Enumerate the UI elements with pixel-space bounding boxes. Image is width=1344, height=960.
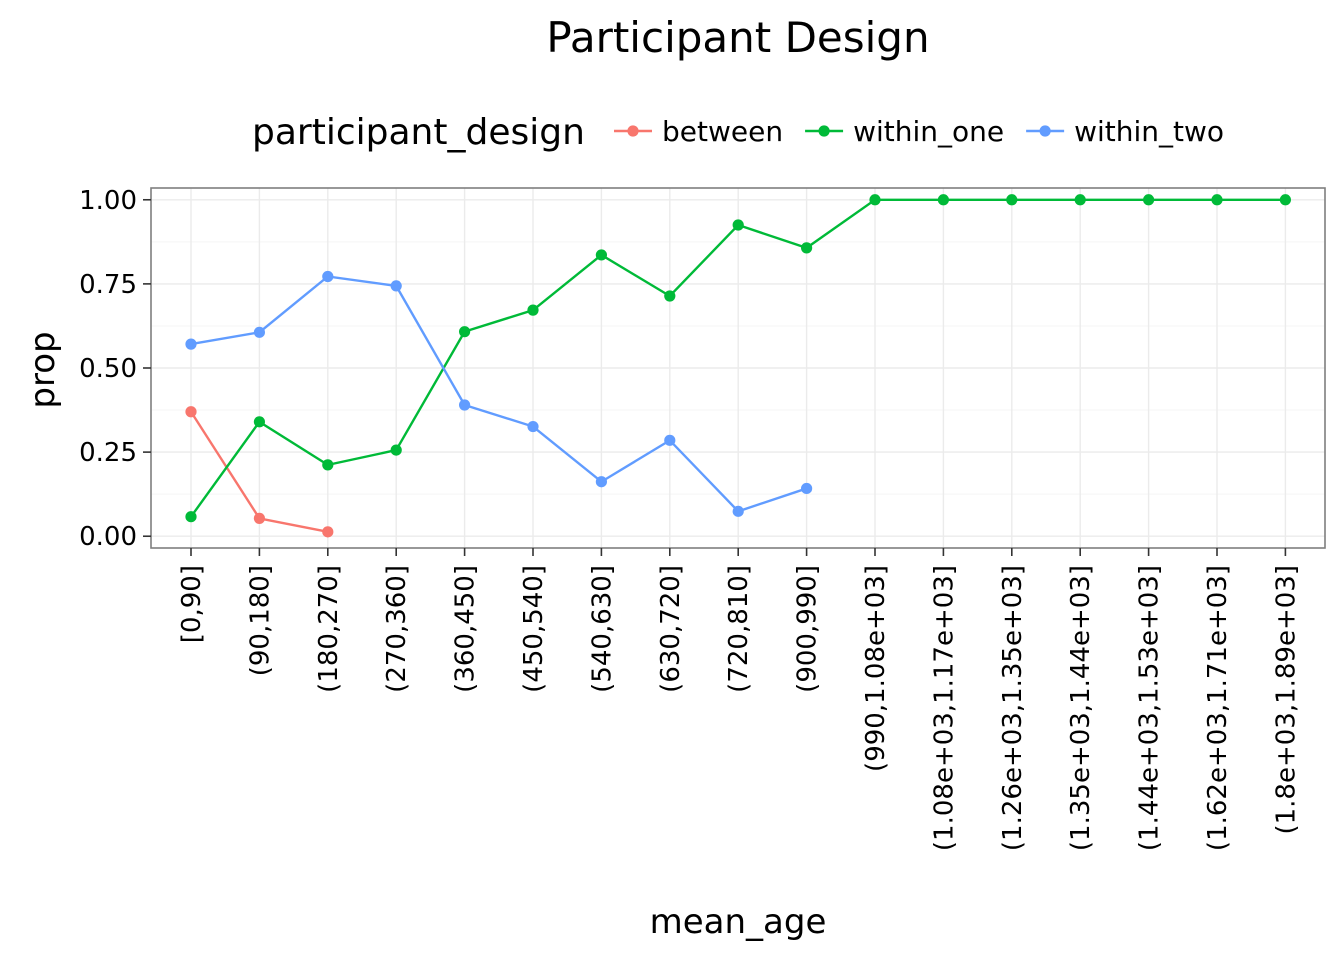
x-tick-label: (1.62e+03,1.71e+03] (1203, 565, 1233, 851)
data-point-between (322, 526, 334, 538)
x-axis-title: mean_age (650, 902, 827, 942)
y-tick-label: 0.50 (79, 354, 137, 384)
series-line-within_two (190, 275, 807, 513)
legend-key-point (1039, 125, 1051, 137)
data-point-within_two (459, 399, 471, 411)
y-tick-label: 0.75 (79, 270, 137, 300)
y-axis: 0.00 0.25 0.50 0.75 1.00 (79, 186, 151, 552)
x-tick-label: (1.08e+03,1.17e+03] (929, 565, 959, 851)
data-point-within_one (322, 459, 334, 471)
data-point-within_one (1279, 194, 1291, 206)
x-tick-label: (270,360] (382, 565, 412, 693)
x-tick-label: (1.8e+03,1.89e+03] (1271, 565, 1301, 835)
data-point-within_one (1074, 194, 1086, 206)
data-point-between (185, 406, 197, 418)
legend-label: between (662, 115, 783, 148)
data-point-within_two (527, 420, 539, 433)
series-layer (185, 194, 1291, 538)
x-tick-label: (180,270] (314, 565, 344, 693)
data-point-within_one (595, 249, 608, 261)
data-point-within_two (801, 482, 813, 495)
legend-key-point (627, 125, 639, 137)
data-point-between (253, 512, 265, 524)
x-tick-label: (720,810] (724, 565, 754, 693)
series-between (185, 406, 334, 538)
chart-title: Participant Design (546, 13, 929, 62)
y-tick-label: 0.25 (79, 438, 137, 468)
data-point-within_two (664, 434, 676, 446)
y-tick-label: 1.00 (79, 186, 137, 216)
y-tick-label: 0.00 (79, 522, 137, 552)
data-point-within_two (253, 326, 265, 338)
data-point-within_one (390, 444, 402, 456)
data-point-within_one (1211, 194, 1223, 206)
gridlines (151, 188, 1325, 548)
data-point-within_one (1006, 194, 1018, 206)
legend-key-point (818, 125, 830, 137)
legend-item-between: between (614, 115, 783, 148)
x-tick-label: (990,1.08e+03] (861, 565, 891, 772)
legend-label: within_one (853, 115, 1004, 148)
data-point-within_two (390, 280, 402, 292)
data-point-within_one (664, 290, 676, 302)
x-tick-label: (630,720] (656, 565, 686, 693)
data-point-within_one (801, 242, 813, 254)
data-point-within_one (732, 219, 744, 231)
x-tick-label: (90,180] (245, 565, 275, 676)
x-axis: [0,90] (90,180] (180,270] (270,360] (360,450… (177, 548, 1301, 851)
x-tick-label: (900,990] (793, 565, 823, 693)
x-tick-label: [0,90] (177, 565, 207, 643)
data-point-within_one (253, 416, 265, 428)
legend-item-within_one: within_one (805, 115, 1004, 148)
y-axis-title: prop (23, 331, 63, 408)
series-within_one (185, 194, 1291, 523)
x-tick-label: (540,630] (587, 565, 617, 693)
x-tick-label: (360,450] (451, 565, 481, 693)
data-point-within_two (185, 338, 197, 350)
x-tick-label: (1.44e+03,1.53e+03] (1135, 565, 1165, 851)
legend-label: within_two (1074, 115, 1224, 148)
data-point-within_one (459, 326, 471, 338)
legend-title: participant_design (252, 112, 585, 153)
plot-panel (150, 187, 1326, 549)
data-point-within_one (527, 304, 539, 316)
data-point-within_two (732, 505, 744, 517)
x-tick-label: (450,540] (519, 565, 549, 693)
data-point-within_one (869, 194, 881, 206)
data-point-within_two (595, 476, 608, 488)
data-point-within_one (1143, 194, 1155, 206)
data-point-within_two (322, 270, 334, 283)
data-point-within_one (185, 511, 197, 523)
series-within_two (185, 270, 813, 517)
data-point-within_one (937, 194, 950, 206)
legend-item-within_two: within_two (1026, 115, 1224, 148)
legend: participant_design between within_one with… (252, 112, 1224, 153)
x-tick-label: (1.35e+03,1.44e+03] (1066, 565, 1096, 851)
x-tick-label: (1.26e+03,1.35e+03] (998, 565, 1028, 851)
